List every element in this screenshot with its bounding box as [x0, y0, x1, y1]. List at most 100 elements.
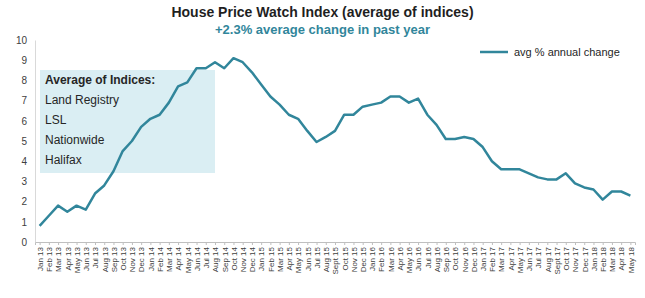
- x-tick-label: Apr 16: [396, 246, 405, 270]
- x-tick: May 16: [405, 242, 414, 273]
- x-tick-mark: [298, 242, 299, 245]
- x-tick-label: Jun 16: [414, 246, 423, 271]
- x-tick: Nov 17: [571, 242, 580, 272]
- x-tick-mark: [501, 242, 502, 245]
- x-tick: Sep 13: [110, 242, 119, 272]
- x-tick: Nov 16: [461, 242, 470, 272]
- y-tick-label: 3: [21, 176, 27, 187]
- x-tick-mark: [77, 242, 78, 245]
- x-tick: Jan 16: [368, 242, 377, 271]
- x-tick-mark: [233, 242, 234, 245]
- x-tick-mark: [95, 242, 96, 245]
- x-tick-mark: [150, 242, 151, 245]
- x-tick-label: Feb 13: [45, 246, 54, 271]
- x-tick-label: Jun 15: [304, 246, 313, 271]
- x-tick-mark: [483, 242, 484, 245]
- x-tick: Apr 18: [617, 242, 626, 271]
- x-tick: May 17: [516, 242, 525, 273]
- x-axis: Jan 13Feb 13Mar 13Apr 13May 13Jun 13Jul …: [36, 242, 636, 275]
- x-tick: Jul 13: [91, 242, 100, 268]
- x-axis-line: [36, 243, 636, 246]
- y-tick: 3: [21, 176, 35, 187]
- x-tick: Jun 17: [525, 242, 534, 271]
- legend-swatch: [480, 51, 508, 54]
- x-tick: Oct 16: [451, 242, 460, 271]
- x-tick-mark: [344, 242, 345, 245]
- x-tick-label: Oct 16: [451, 246, 460, 270]
- y-tick: 0: [21, 237, 35, 248]
- x-tick: Jun 13: [82, 242, 91, 271]
- x-tick-label: May 13: [73, 246, 82, 273]
- x-tick: Jul 15: [313, 242, 322, 268]
- x-tick: Aug 13: [101, 242, 110, 272]
- y-tick-label: 10: [16, 35, 28, 46]
- x-tick-mark: [593, 242, 594, 245]
- x-tick: Feb 16: [377, 242, 386, 272]
- x-tick: May 13: [73, 242, 82, 273]
- x-tick-label: Apr 18: [617, 246, 626, 270]
- annotation-background: [40, 70, 215, 173]
- x-tick-mark: [160, 242, 161, 245]
- x-tick-mark: [197, 242, 198, 245]
- x-tick-label: Feb 18: [599, 246, 608, 271]
- x-tick-mark: [215, 242, 216, 245]
- x-tick-mark: [446, 242, 447, 245]
- x-tick-label: Mar 17: [497, 246, 506, 271]
- x-tick: Apr 13: [64, 242, 73, 271]
- x-tick-label: Jan 16: [368, 246, 377, 271]
- x-tick-mark: [270, 242, 271, 245]
- x-tick-label: Mar 18: [608, 246, 617, 271]
- x-tick-mark: [372, 242, 373, 245]
- x-tick-label: Jul 14: [202, 246, 211, 268]
- x-tick-label: Mar 14: [165, 246, 174, 271]
- x-tick-label: Mar 15: [276, 246, 285, 271]
- x-tick-mark: [547, 242, 548, 245]
- x-tick: Apr 17: [507, 242, 516, 271]
- chart: House Price Watch Index (average of indi…: [0, 0, 645, 298]
- y-tick: 5: [21, 136, 35, 147]
- x-tick: Dec 17: [581, 242, 590, 272]
- x-tick-mark: [86, 242, 87, 245]
- x-tick-mark: [400, 242, 401, 245]
- x-tick-label: May 17: [516, 246, 525, 273]
- x-tick-mark: [326, 242, 327, 245]
- x-tick: Mar 18: [608, 242, 617, 272]
- annotation-item: LSL: [45, 113, 67, 127]
- x-tick-label: Apr 17: [507, 246, 516, 270]
- x-tick-mark: [335, 242, 336, 245]
- x-tick-label: Jul 15: [313, 246, 322, 268]
- x-tick-mark: [40, 242, 41, 245]
- x-tick: Dec 15: [359, 242, 368, 272]
- y-tick-label: 6: [21, 116, 27, 127]
- x-tick-label: Feb 17: [488, 246, 497, 271]
- x-tick-label: Jan 13: [36, 246, 45, 271]
- x-tick-label: Jan 14: [147, 246, 156, 271]
- x-tick: Feb 15: [267, 242, 276, 272]
- x-tick-mark: [529, 242, 530, 245]
- x-tick-label: Jul 17: [534, 246, 543, 268]
- x-tick-label: Sep 13: [110, 246, 119, 272]
- x-tick: Oct 14: [230, 242, 239, 271]
- y-tick-label: 8: [21, 75, 27, 86]
- x-tick: Sep 16: [442, 242, 451, 272]
- x-tick-mark: [630, 242, 631, 245]
- x-tick-mark: [437, 242, 438, 245]
- x-tick-mark: [363, 242, 364, 245]
- x-tick: May 15: [294, 242, 303, 273]
- x-tick: Dec 14: [248, 242, 257, 272]
- x-tick: Jun 16: [414, 242, 423, 271]
- x-tick-mark: [67, 242, 68, 245]
- x-tick-mark: [261, 242, 262, 245]
- x-tick-mark: [243, 242, 244, 245]
- x-tick-label: Apr 15: [285, 246, 294, 270]
- x-tick-mark: [381, 242, 382, 245]
- x-tick-mark: [557, 242, 558, 245]
- x-tick: Feb 18: [599, 242, 608, 272]
- x-tick-mark: [206, 242, 207, 245]
- annotation-item: Halifax: [45, 153, 82, 167]
- x-tick-mark: [252, 242, 253, 245]
- x-tick: Aug 15: [322, 242, 331, 272]
- x-tick: Jul 16: [424, 242, 433, 268]
- x-tick-label: Dec 15: [359, 246, 368, 272]
- x-tick-label: Feb 14: [156, 246, 165, 271]
